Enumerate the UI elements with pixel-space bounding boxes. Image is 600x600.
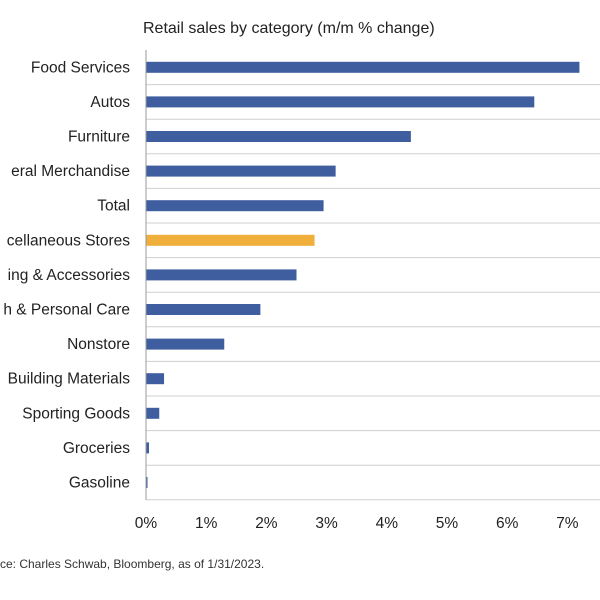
x-tick-label: 7% <box>556 515 579 532</box>
category-labels: Food Services Autos Furniture eral Merchand… <box>3 59 130 491</box>
category-label: h & Personal Care <box>3 302 130 319</box>
bar <box>146 304 261 315</box>
category-label: Gasoline <box>69 475 130 492</box>
x-tick-label: 0% <box>135 515 158 532</box>
x-tick-label: 5% <box>436 515 459 532</box>
bar <box>146 131 411 142</box>
bar <box>146 338 225 350</box>
row-separators <box>146 84 600 501</box>
x-tick-label: 6% <box>496 515 519 532</box>
category-label: Total <box>97 198 130 215</box>
category-label: ing & Accessories <box>8 267 131 284</box>
bar <box>146 442 150 454</box>
chart-title: Retail sales by category (m/m % change) <box>143 20 435 37</box>
x-tick-label: 3% <box>315 515 338 532</box>
category-label: Nonstore <box>67 336 130 353</box>
category-label: Autos <box>90 94 130 111</box>
category-label: Sporting Goods <box>22 405 130 422</box>
bar <box>146 200 324 212</box>
source-note: ce: Charles Schwab, Bloomberg, as of 1/3… <box>0 557 265 571</box>
category-label: Food Services <box>31 59 130 76</box>
bar <box>146 269 297 281</box>
bar <box>146 407 160 419</box>
bar <box>146 373 165 385</box>
x-tick-label: 2% <box>255 515 278 532</box>
x-tick-label: 1% <box>195 515 218 532</box>
category-label: eral Merchandise <box>11 163 130 180</box>
category-label: cellaneous Stores <box>7 232 130 249</box>
bar <box>146 61 580 73</box>
bar <box>146 165 336 177</box>
bar <box>146 477 148 488</box>
bars <box>146 61 580 488</box>
category-label: Groceries <box>63 440 130 457</box>
x-axis-ticks: 0% 1% 2% 3% 4% 5% 6% 7% <box>135 515 579 532</box>
bar <box>146 234 315 246</box>
x-tick-label: 4% <box>376 515 399 532</box>
category-label: Building Materials <box>8 371 131 388</box>
category-label: Furniture <box>68 129 130 146</box>
bar <box>146 96 535 108</box>
